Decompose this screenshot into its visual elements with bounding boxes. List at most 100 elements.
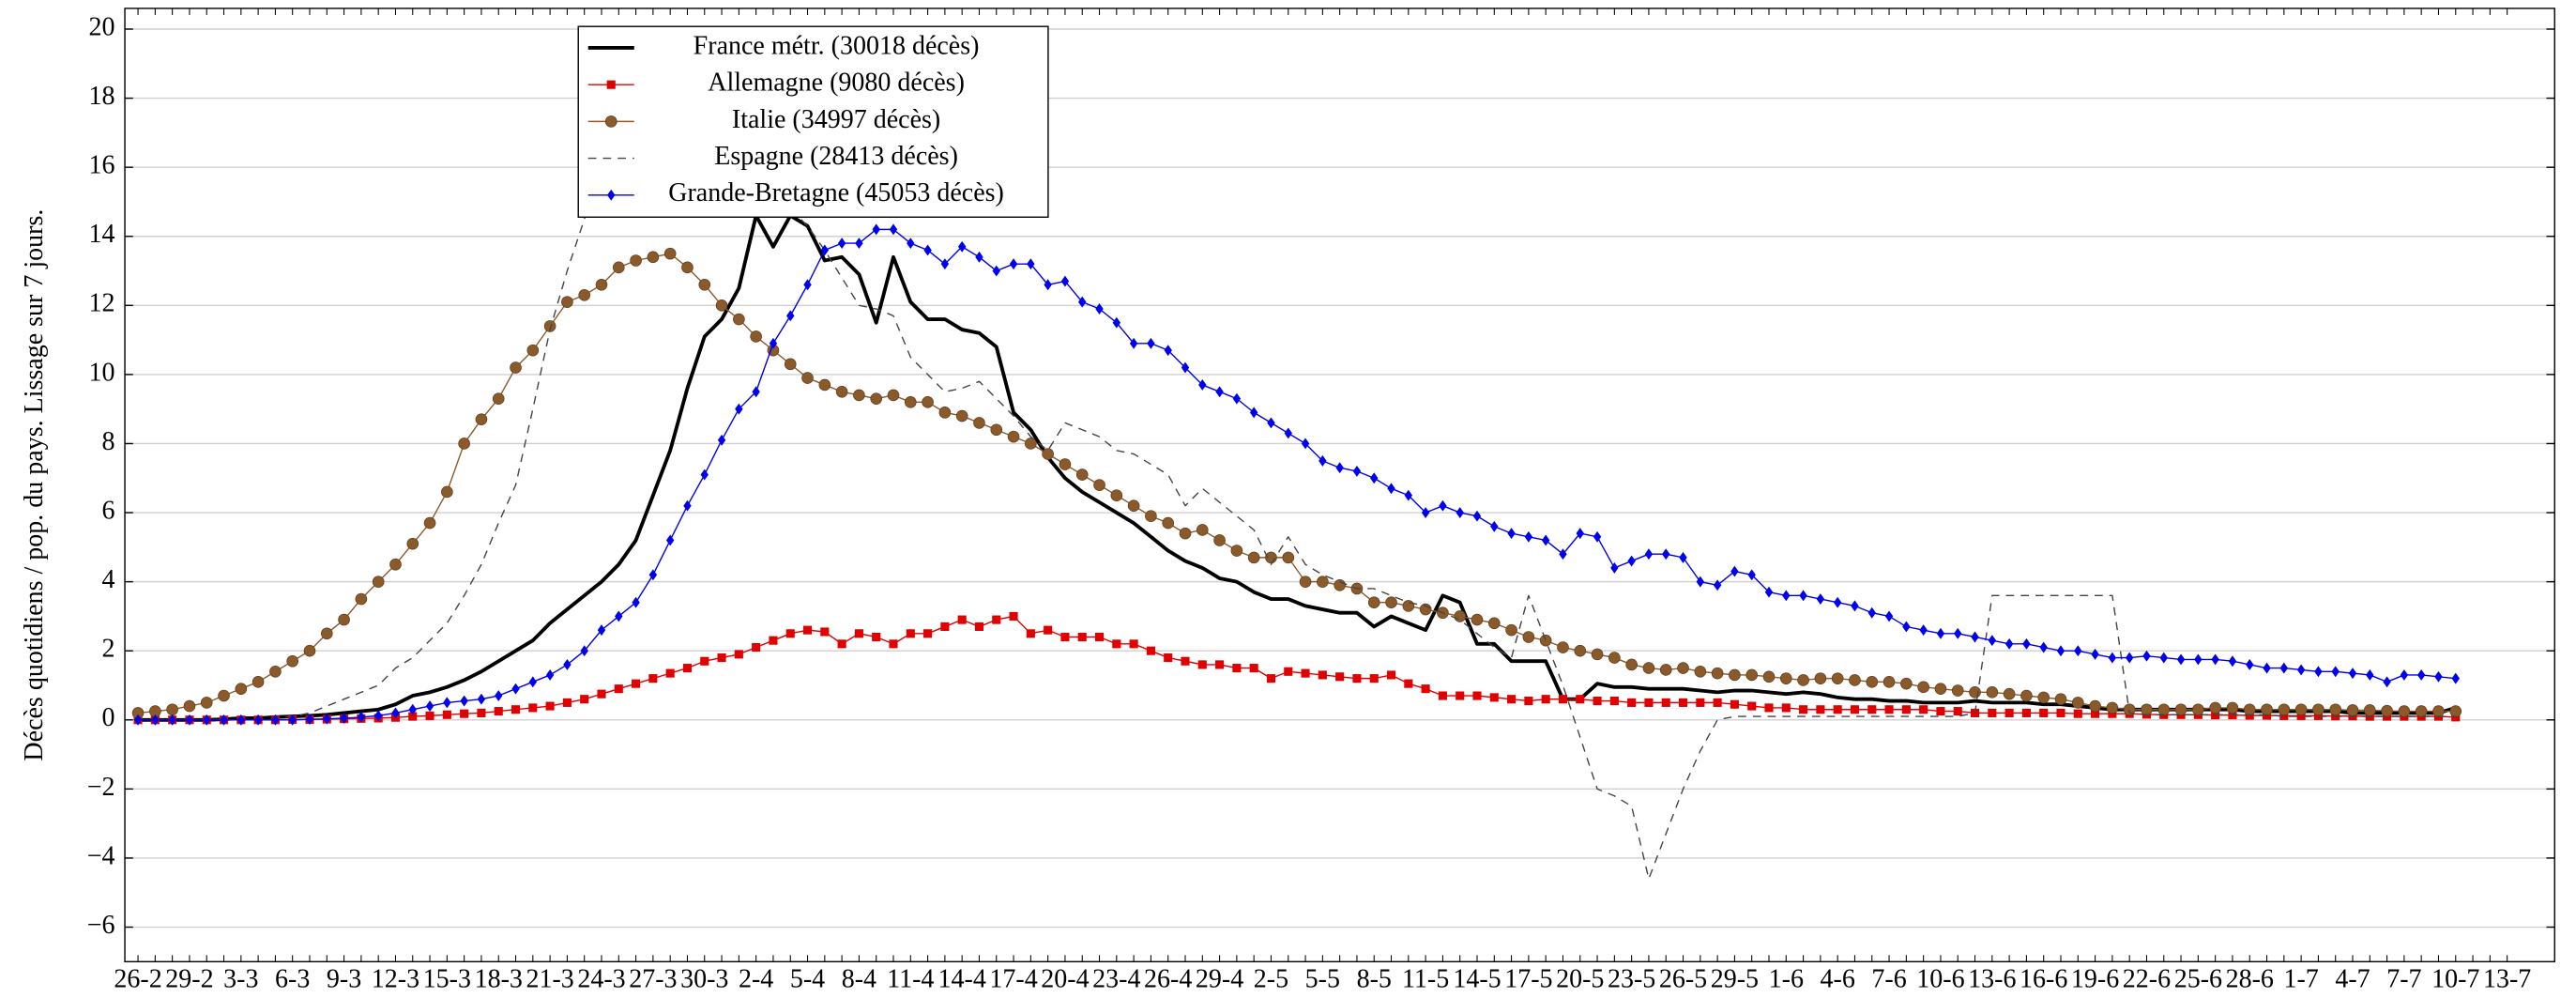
marker — [2313, 711, 2323, 720]
marker — [1610, 561, 1619, 574]
marker — [1659, 664, 1672, 676]
marker — [632, 679, 641, 688]
marker — [2279, 662, 2289, 674]
marker — [1745, 668, 1759, 682]
marker — [818, 378, 831, 392]
marker — [460, 709, 469, 718]
marker — [597, 689, 606, 699]
x-tick-label: 30-3 — [680, 965, 728, 994]
marker — [1438, 691, 1447, 700]
marker — [612, 261, 625, 274]
marker — [1557, 641, 1569, 653]
marker — [2449, 705, 2462, 717]
marker — [975, 251, 983, 263]
marker — [355, 592, 368, 606]
marker — [1059, 458, 1072, 470]
marker — [1814, 672, 1827, 684]
marker — [1644, 548, 1654, 560]
marker — [1900, 677, 1913, 690]
x-tick-label: 14-4 — [938, 965, 986, 994]
marker — [784, 358, 797, 371]
marker — [681, 261, 694, 274]
marker — [1917, 681, 1929, 694]
marker — [1902, 621, 1911, 633]
y-tick-label: 10 — [89, 358, 115, 387]
marker — [1507, 528, 1516, 540]
marker — [1850, 705, 1860, 714]
marker — [957, 615, 967, 624]
x-tick-label: 4-6 — [1821, 965, 1855, 994]
marker — [872, 223, 880, 236]
marker — [1677, 662, 1689, 674]
marker — [305, 714, 314, 725]
marker — [1969, 686, 1981, 699]
marker — [1162, 516, 1175, 530]
marker — [663, 247, 677, 260]
marker — [1060, 632, 1070, 642]
marker — [1919, 624, 1928, 637]
marker — [235, 683, 248, 695]
marker — [372, 576, 385, 588]
marker — [887, 389, 900, 402]
marker — [271, 714, 280, 726]
series-line — [138, 228, 2456, 721]
marker — [955, 409, 968, 422]
marker — [2142, 650, 2151, 662]
marker — [510, 361, 522, 374]
marker — [2363, 704, 2376, 716]
marker — [2039, 708, 2049, 717]
marker — [1146, 646, 1155, 655]
marker — [715, 299, 728, 312]
marker — [1317, 576, 1329, 588]
marker — [1266, 674, 1276, 683]
marker — [203, 714, 211, 726]
marker — [475, 413, 488, 426]
y-tick-label: −2 — [87, 773, 115, 802]
marker — [2159, 652, 2168, 664]
x-tick-label: 26-4 — [1144, 965, 1192, 994]
x-tick-label: 29-2 — [165, 965, 213, 994]
y-tick-label: 2 — [102, 635, 115, 664]
marker — [2346, 704, 2359, 716]
marker — [665, 668, 675, 678]
marker — [2398, 705, 2411, 717]
series-line — [138, 80, 2456, 880]
x-tick-label: 19-6 — [2071, 965, 2119, 994]
y-tick-label: 6 — [102, 496, 115, 525]
marker — [1147, 337, 1155, 349]
marker — [2089, 699, 2101, 713]
marker — [1713, 698, 1722, 707]
marker — [220, 714, 228, 726]
x-tick-label: 17-5 — [1504, 965, 1552, 994]
marker — [185, 714, 194, 726]
marker — [820, 627, 830, 637]
marker — [1197, 660, 1207, 669]
marker — [1215, 660, 1225, 669]
marker — [1179, 527, 1192, 540]
marker — [2054, 693, 2067, 706]
marker — [1077, 632, 1087, 642]
marker — [1301, 668, 1310, 678]
marker — [1711, 667, 1724, 680]
marker — [1472, 510, 1482, 522]
marker — [2279, 711, 2289, 720]
marker — [752, 642, 761, 653]
marker — [2261, 703, 2273, 716]
marker — [700, 468, 709, 481]
marker — [630, 254, 642, 267]
y-tick-label: 12 — [89, 289, 115, 318]
marker — [441, 485, 453, 499]
x-tick-label: 5-5 — [1305, 965, 1340, 994]
y-axis-label: Décès quotidiens / pop. du pays. Lissage… — [20, 209, 49, 761]
marker — [904, 396, 917, 408]
marker — [1367, 596, 1380, 609]
x-tick-label: 2-4 — [739, 965, 773, 994]
x-tick-label: 11-5 — [1402, 965, 1449, 994]
marker — [1386, 670, 1396, 680]
marker — [1762, 670, 1776, 683]
marker — [1953, 707, 1962, 716]
marker — [442, 710, 451, 719]
marker — [2194, 653, 2203, 666]
marker — [2073, 709, 2082, 718]
